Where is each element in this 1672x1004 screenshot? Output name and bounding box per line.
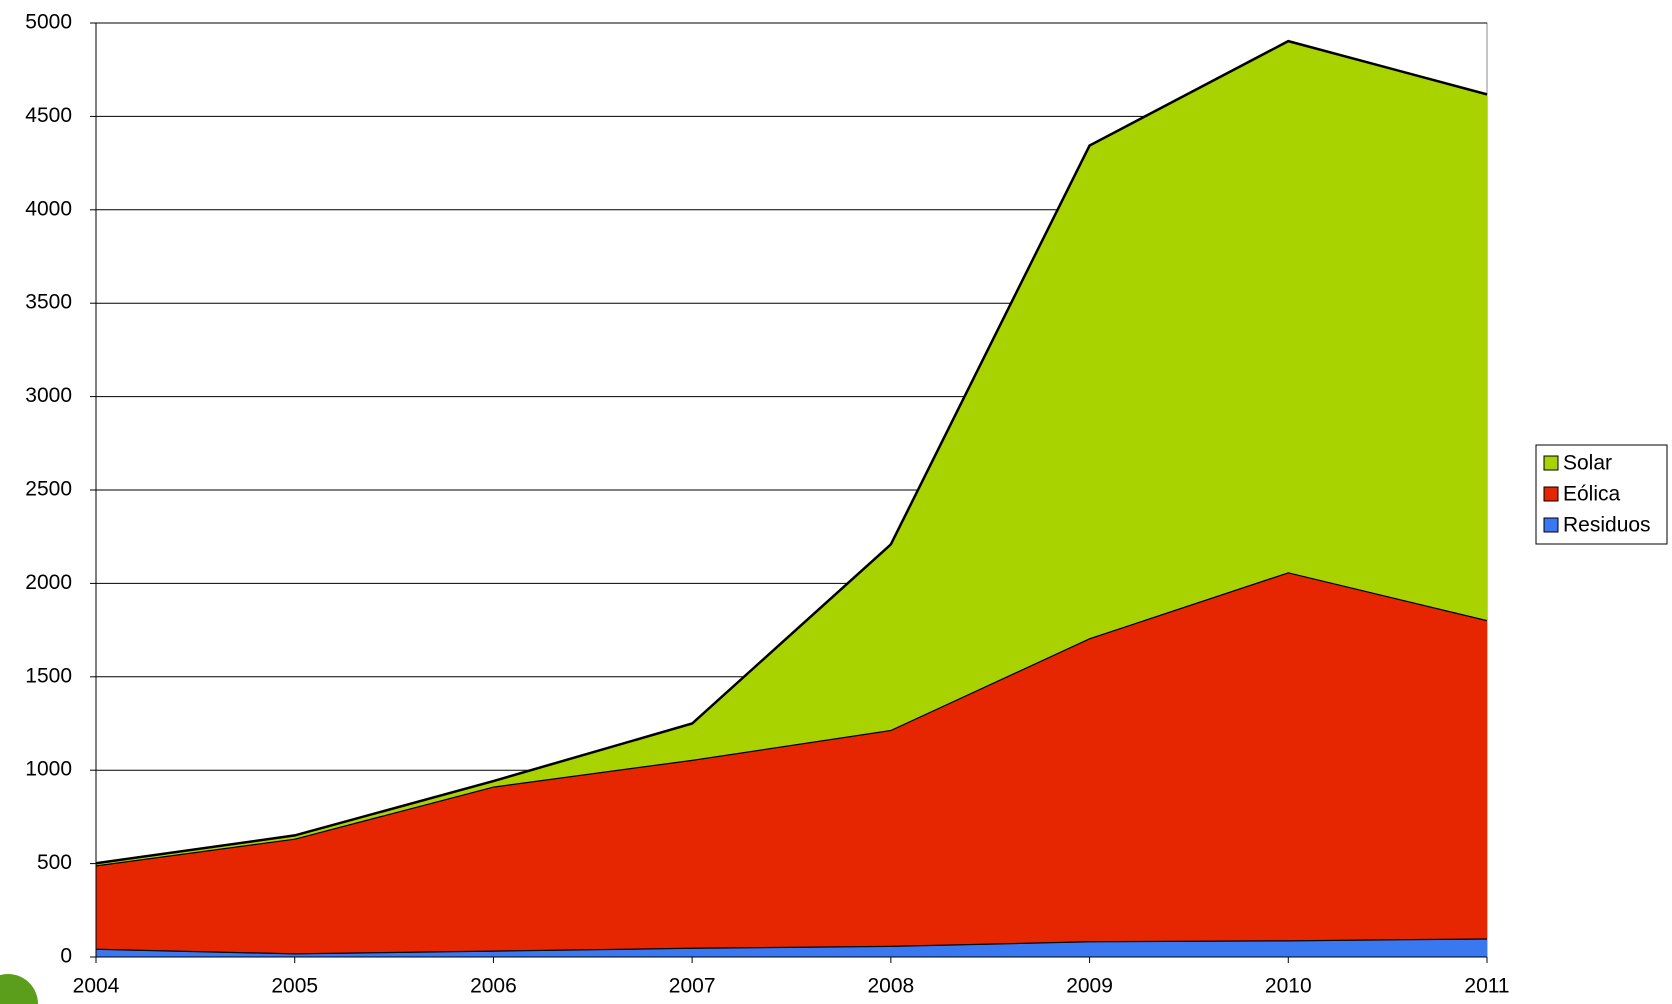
- y-tick-label: 1500: [25, 664, 72, 687]
- y-tick-label: 2000: [25, 571, 72, 594]
- y-tick-label: 4000: [25, 197, 72, 220]
- legend-swatch: [1543, 455, 1559, 471]
- x-tick-label: 2011: [1464, 975, 1509, 998]
- x-tick-label: 2008: [867, 975, 914, 998]
- y-tick-label: 5000: [25, 11, 72, 34]
- y-tick-label: 500: [37, 851, 72, 874]
- y-tick-label: 1000: [25, 758, 72, 781]
- legend-swatch: [1543, 517, 1559, 533]
- y-tick-label: 3000: [25, 384, 72, 407]
- y-tick-label: 3500: [25, 291, 72, 314]
- y-tick-label: 4500: [25, 104, 72, 127]
- legend-label: Eólica: [1563, 483, 1621, 506]
- area-edge: [95, 39, 1488, 865]
- y-tick-label: 2500: [25, 478, 72, 501]
- area: [96, 572, 1487, 954]
- x-tick-label: 2010: [1265, 975, 1312, 998]
- x-tick-label: 2007: [669, 975, 716, 998]
- legend-swatch: [1543, 486, 1559, 502]
- legend-label: Solar: [1563, 452, 1612, 475]
- x-tick-label: 2005: [271, 975, 318, 998]
- x-tick-label: 2006: [470, 975, 517, 998]
- x-tick-label: 2004: [73, 975, 120, 998]
- area: [96, 41, 1487, 866]
- area-edge: [95, 937, 1488, 955]
- logo-fragment: [0, 974, 38, 1004]
- legend-label: Residuos: [1563, 514, 1651, 537]
- x-tick-label: 2009: [1066, 975, 1113, 998]
- y-tick-label: 0: [60, 945, 72, 968]
